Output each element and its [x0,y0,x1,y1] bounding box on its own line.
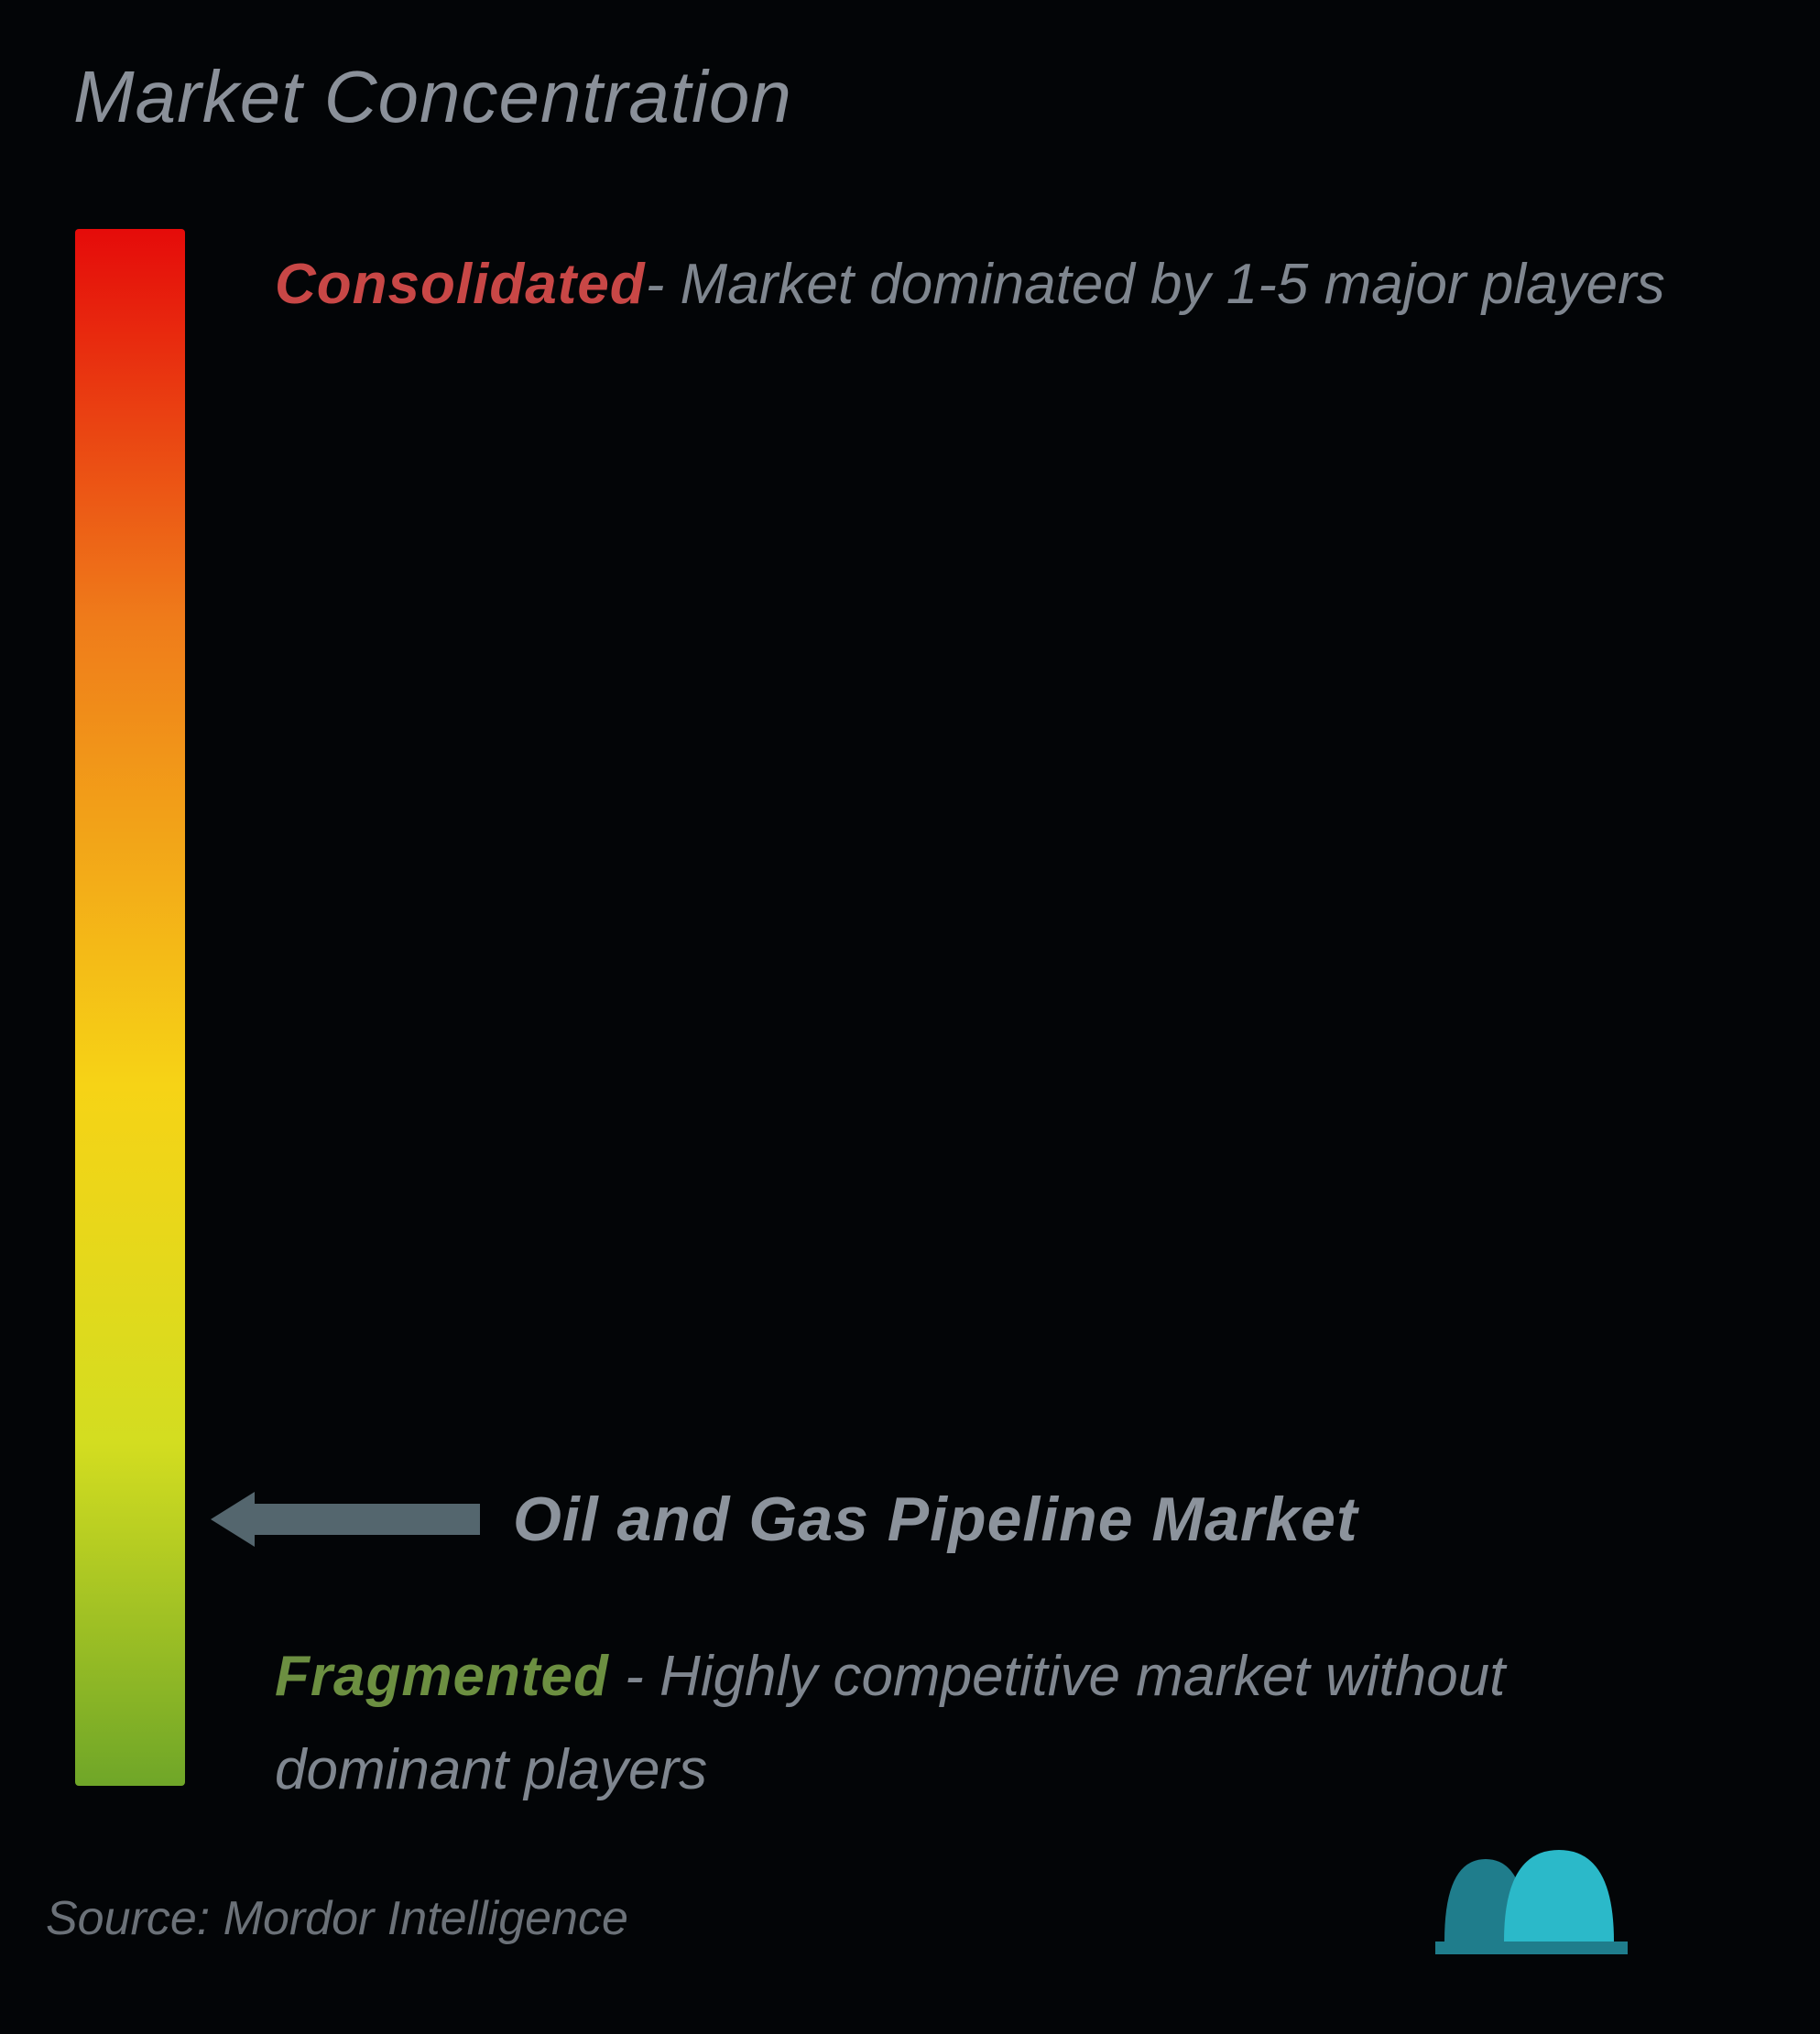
arrow-shaft [251,1504,480,1535]
market-position-marker: Oil and Gas Pipeline Market [211,1484,1358,1555]
chart-title: Market Concentration [73,55,792,139]
arrow-left-icon [211,1496,476,1542]
concentration-gradient-bar [75,229,185,1786]
logo-right-arch [1504,1850,1614,1942]
consolidated-lead: Consolidated [275,253,646,316]
mordor-logo-icon [1435,1841,1637,1964]
market-name-label: Oil and Gas Pipeline Market [513,1484,1358,1555]
source-attribution: Source: Mordor Intelligence [46,1891,628,1946]
fragmented-lead: Fragmented [275,1645,609,1708]
fragmented-label: Fragmented - Highly competitive market w… [275,1630,1695,1818]
consolidated-description: - Market dominated by 1-5 major players [646,253,1665,316]
logo-underline [1435,1942,1628,1954]
arrow-head [211,1492,255,1547]
consolidated-label: Consolidated- Market dominated by 1-5 ma… [275,238,1695,332]
